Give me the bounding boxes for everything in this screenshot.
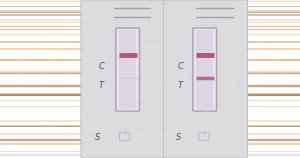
Text: T: T: [178, 81, 183, 90]
Bar: [196, 30, 213, 109]
FancyBboxPatch shape: [81, 0, 165, 158]
Bar: [119, 30, 136, 109]
Text: C: C: [178, 62, 184, 71]
Text: S: S: [95, 133, 101, 142]
Text: T: T: [99, 81, 104, 90]
Text: S: S: [176, 133, 181, 142]
Text: C: C: [98, 62, 104, 71]
FancyBboxPatch shape: [193, 28, 217, 111]
FancyBboxPatch shape: [164, 0, 247, 158]
FancyBboxPatch shape: [116, 28, 140, 111]
